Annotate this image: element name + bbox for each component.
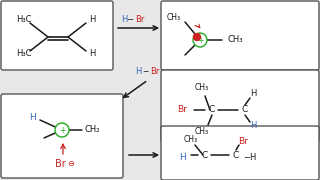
Text: CH₃: CH₃: [227, 35, 243, 44]
Text: H: H: [250, 89, 256, 98]
Circle shape: [193, 33, 207, 47]
Text: CH₃: CH₃: [184, 134, 198, 143]
Text: C: C: [242, 105, 248, 114]
Text: H: H: [89, 50, 95, 59]
Text: Br: Br: [135, 15, 145, 24]
Circle shape: [55, 123, 69, 137]
Text: CH₂: CH₂: [84, 125, 100, 134]
Text: Br: Br: [150, 68, 160, 76]
Text: C: C: [202, 150, 208, 159]
FancyBboxPatch shape: [161, 70, 319, 142]
Text: H: H: [250, 122, 256, 130]
Text: H₃C: H₃C: [16, 15, 32, 24]
Text: ⊖: ⊖: [68, 159, 75, 168]
Text: CH₃: CH₃: [195, 127, 209, 136]
Text: H: H: [136, 68, 142, 76]
Text: CH₃: CH₃: [167, 14, 181, 22]
Text: −: −: [126, 15, 133, 24]
Text: H: H: [28, 112, 36, 122]
Text: −: −: [142, 68, 148, 76]
Text: CH₃: CH₃: [195, 84, 209, 93]
FancyBboxPatch shape: [1, 94, 123, 178]
Text: −H: −H: [243, 154, 257, 163]
FancyBboxPatch shape: [161, 1, 319, 70]
Text: C: C: [233, 150, 239, 159]
FancyBboxPatch shape: [1, 1, 113, 70]
Text: +: +: [59, 126, 65, 135]
FancyBboxPatch shape: [161, 126, 319, 180]
Text: Br: Br: [238, 136, 248, 145]
Text: C: C: [209, 105, 215, 114]
Circle shape: [194, 33, 201, 40]
Text: H: H: [89, 15, 95, 24]
Text: Br: Br: [55, 159, 65, 169]
Text: H: H: [121, 15, 127, 24]
Text: +: +: [197, 36, 203, 45]
Text: H: H: [180, 154, 186, 163]
Text: H₃C: H₃C: [16, 50, 32, 59]
Text: Br: Br: [177, 105, 187, 114]
